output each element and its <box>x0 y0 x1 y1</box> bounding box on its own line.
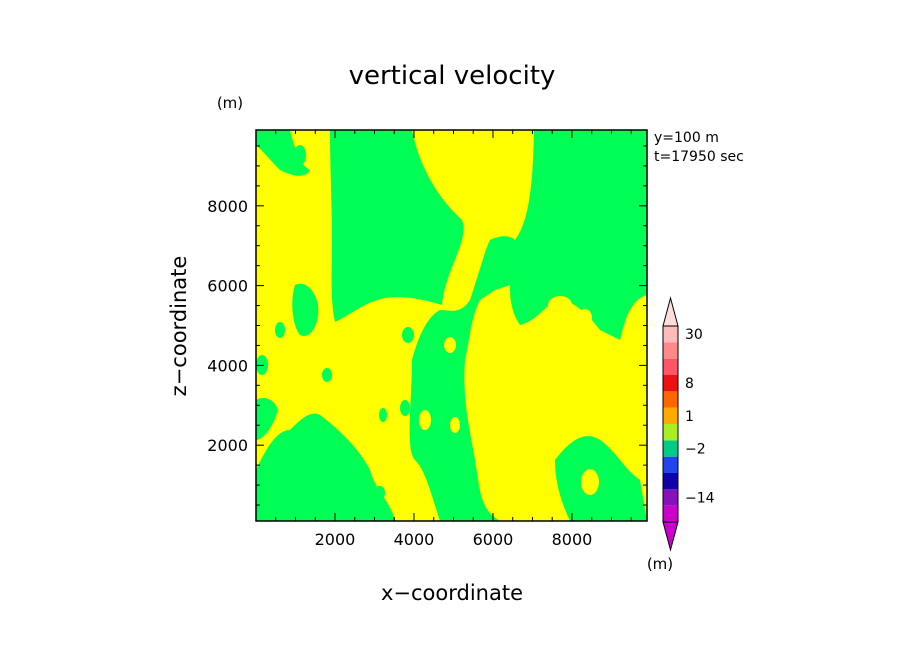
colorbar-tick-label: 8 <box>685 376 694 392</box>
colorbar-band <box>663 358 678 375</box>
negative-regions <box>256 130 647 521</box>
positive-spot <box>581 469 599 495</box>
colorbar-tick-label: −2 <box>685 442 706 458</box>
x-tick-label: 2000 <box>315 530 356 549</box>
negative-region-upper-left-strip <box>256 130 310 176</box>
y-tick-label: 6000 <box>207 277 248 296</box>
x-tick-labels: 2000 4000 6000 8000 <box>315 530 593 549</box>
negative-region-small-left <box>256 398 278 440</box>
positive-spots <box>419 296 643 499</box>
positive-spot <box>629 320 643 340</box>
colorbar-tick-label: −14 <box>685 491 715 507</box>
colorbar-band <box>663 440 678 457</box>
positive-spot <box>465 388 475 402</box>
y-tick-label: 8000 <box>207 197 248 216</box>
colorbar-band <box>663 505 678 522</box>
colorbar-band <box>663 407 678 424</box>
negative-spot <box>379 408 387 422</box>
positive-spot <box>450 417 460 433</box>
axes-ticks <box>256 130 647 521</box>
positive-spot <box>512 399 528 421</box>
negative-region-lower-left <box>256 413 395 521</box>
x-tick-label: 6000 <box>473 530 514 549</box>
colorbar-band <box>663 342 678 359</box>
positive-spot <box>622 426 638 454</box>
colorbar-band <box>663 391 678 408</box>
info-line-t: t=17950 sec <box>654 149 744 165</box>
negative-region-central <box>409 130 647 521</box>
negative-spot <box>294 145 306 165</box>
colorbar <box>662 296 679 552</box>
colorbar-band <box>663 489 678 506</box>
positive-spot <box>474 340 490 364</box>
y-axis-label: z−coordinate <box>167 256 191 397</box>
positive-spot <box>419 410 431 430</box>
colorbar-band <box>663 473 678 490</box>
negative-spot <box>402 327 414 343</box>
negative-spot <box>275 322 285 338</box>
colorbar-tick-label: 30 <box>685 327 703 343</box>
negative-region-main <box>330 130 464 322</box>
negative-region-mid-left <box>292 283 319 336</box>
colorbar-tick-label: 1 <box>685 409 694 425</box>
x-tick-label: 8000 <box>552 530 593 549</box>
positive-spot <box>578 309 592 327</box>
colorbar-over-triangle <box>662 296 679 327</box>
colorbar-band <box>663 326 678 343</box>
x-axis-label: x−coordinate <box>381 581 523 605</box>
y-tick-label: 4000 <box>207 356 248 375</box>
info-line-y: y=100 m <box>654 130 719 146</box>
chart-title: vertical velocity <box>349 61 556 91</box>
colorbar-unit-label: (m) <box>647 555 673 573</box>
positive-spot <box>534 481 546 499</box>
y-tick-labels: 2000 4000 6000 8000 <box>207 197 248 455</box>
contour-field <box>256 130 647 521</box>
negative-spots <box>256 145 414 500</box>
colorbar-band <box>663 456 678 473</box>
positive-spot <box>548 296 572 314</box>
x-tick-label: 4000 <box>394 530 435 549</box>
negative-spot <box>375 486 385 500</box>
positive-spot <box>538 354 552 390</box>
colorbar-under-triangle <box>662 521 679 552</box>
y-tick-label: 2000 <box>207 436 248 455</box>
negative-spot <box>322 368 332 382</box>
positive-spot <box>490 461 510 489</box>
negative-region-right-lower <box>555 436 647 521</box>
y-unit-label: (m) <box>217 94 243 112</box>
colorbar-band <box>663 424 678 441</box>
positive-spot <box>444 337 456 353</box>
colorbar-band <box>663 375 678 392</box>
colorbar-tick-labels: 30 8 1 −2 −14 <box>685 327 715 506</box>
colorbar-frame <box>662 325 679 523</box>
positive-spot <box>604 376 616 408</box>
negative-spot <box>400 400 410 416</box>
